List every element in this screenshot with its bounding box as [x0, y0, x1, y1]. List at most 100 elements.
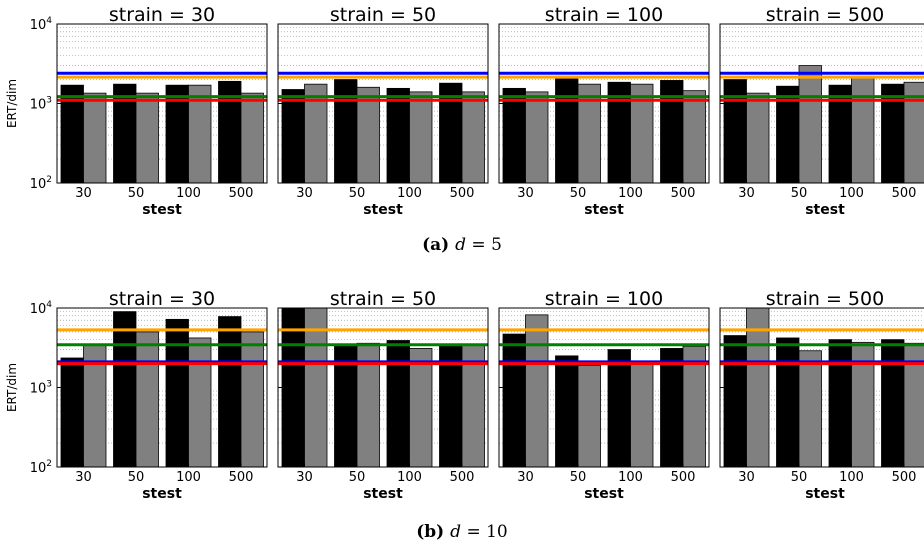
chart-0-panel-2-title: strain = 100	[545, 4, 663, 26]
chart-1-panel-3-xtick-0: 30	[738, 470, 755, 485]
chart-0-panel-0-xtick-3: 500	[229, 186, 254, 201]
chart-1-panel-2-xtick-3: 500	[671, 470, 696, 485]
chart-1-panel-2: strain = 100 30 50 100 500 stest	[499, 288, 709, 502]
chart-0-panel-3-bar-s1-0	[747, 93, 770, 183]
chart-0-panel-0-xtick-1: 50	[128, 186, 145, 201]
chart-0-ytick-1: 103	[30, 96, 52, 113]
chart-0-panel-1-xlabel: stest	[363, 202, 403, 218]
chart-0-panel-3-title: strain = 500	[766, 4, 884, 26]
chart-0-panel-1-bar-s0-0	[282, 90, 305, 183]
chart-0-panel-3-xtick-0: 30	[738, 186, 755, 201]
chart-1-panel-0-bar-s0-1	[114, 312, 137, 467]
chart-1-panel-0-title: strain = 30	[109, 288, 215, 310]
chart-0-panel-0-bar-s1-0	[84, 93, 107, 183]
chart-1-panel-1-xtick-1: 50	[349, 470, 366, 485]
chart-0-ytick-0: 102	[30, 175, 52, 192]
chart-1-panel-3-bar-s0-0	[724, 336, 747, 467]
chart-1-panel-3-xtick-1: 50	[791, 470, 808, 485]
chart-0: strain = 30 30 50 100 500 stest strain = 50 30 5…	[5, 4, 924, 255]
chart-1-panel-3-bar-s0-1	[777, 338, 800, 467]
chart-0-panel-1-bar-s0-3	[440, 83, 463, 183]
chart-1-panel-3-bar-s0-3	[882, 340, 905, 467]
chart-1-panel-3-bar-s1-1	[799, 351, 822, 467]
chart-1-panel-3-bar-s0-2	[829, 340, 852, 467]
chart-0-panel-1-xtick-2: 100	[397, 186, 422, 201]
chart-1-panel-3-xtick-3: 500	[892, 470, 917, 485]
chart-0-panel-2-bar-s0-1	[556, 76, 579, 183]
chart-0-panel-1-bar-s0-2	[387, 88, 410, 183]
chart-1-panel-2-xtick-2: 100	[618, 470, 643, 485]
chart-0-caption: (a) d = 5	[422, 235, 502, 255]
chart-0-panel-0-xlabel: stest	[142, 202, 182, 218]
chart-1-panel-0-xtick-3: 500	[229, 470, 254, 485]
chart-0-panel-1-bar-s0-1	[335, 80, 358, 183]
chart-1-panel-2-xtick-0: 30	[517, 470, 534, 485]
chart-0-panel-0: strain = 30 30 50 100 500 stest	[57, 4, 267, 218]
chart-1-panel-1-title: strain = 50	[330, 288, 436, 310]
chart-0-panel-1-bar-s1-3	[462, 92, 485, 183]
chart-0-panel-2-xlabel: stest	[584, 202, 624, 218]
chart-1-panel-3-title: strain = 500	[766, 288, 884, 310]
chart-1-panel-3-xtick-2: 100	[839, 470, 864, 485]
chart-1-panel-0-xtick-1: 50	[128, 470, 145, 485]
chart-1-panel-2-bar-s1-1	[578, 365, 601, 467]
chart-1-panel-0-xtick-2: 100	[176, 470, 201, 485]
chart-0-panel-2-bar-s1-3	[683, 91, 706, 183]
chart-0-panel-3-bar-s1-2	[852, 76, 875, 183]
chart-0-panel-3-xlabel: stest	[805, 202, 845, 218]
chart-0-panel-2-xtick-2: 100	[618, 186, 643, 201]
chart-0-panel-3-xtick-2: 100	[839, 186, 864, 201]
chart-0-panel-1-xtick-1: 50	[349, 186, 366, 201]
chart-1-panel-3-xlabel: stest	[805, 486, 845, 502]
chart-0-panel-2-xtick-3: 500	[671, 186, 696, 201]
chart-1-panel-0-bar-s1-3	[241, 332, 264, 467]
chart-0-ylabel: ERT/dim	[5, 79, 19, 128]
chart-1-panel-1-xtick-0: 30	[296, 470, 313, 485]
chart-1-panel-0-xlabel: stest	[142, 486, 182, 502]
chart-0-panel-1-bar-s1-2	[410, 92, 433, 183]
chart-0-panel-3-bar-s1-1	[799, 66, 822, 183]
chart-1-panel-2-bar-s0-2	[608, 350, 631, 467]
chart-1-panel-3-bar-s1-0	[747, 308, 770, 467]
chart-0-panel-1-xtick-0: 30	[296, 186, 313, 201]
chart-0-panel-2-xtick-1: 50	[570, 186, 587, 201]
chart-0-panel-2-bar-s0-0	[503, 88, 526, 183]
chart-1-panel-1-bar-s1-0	[305, 308, 328, 467]
chart-0-panel-3-xtick-1: 50	[791, 186, 808, 201]
chart-1-panel-2-title: strain = 100	[545, 288, 663, 310]
chart-1-panel-1-bar-s0-2	[387, 341, 410, 467]
chart-1-panel-0-xtick-0: 30	[75, 470, 92, 485]
chart-1-panel-0-bar-s0-0	[61, 358, 84, 467]
chart-1-panel-1-xtick-2: 100	[397, 470, 422, 485]
chart-1-ytick-0: 102	[30, 459, 52, 476]
chart-0-panel-3: strain = 500 30 50 100 500 stest	[720, 4, 924, 218]
chart-1-ylabel: ERT/dim	[5, 363, 19, 412]
chart-1-panel-1-xtick-3: 500	[450, 470, 475, 485]
chart-0-panel-2-bar-s1-0	[526, 92, 549, 183]
chart-0-ytick-2: 104	[30, 16, 53, 33]
chart-0-panel-2: strain = 100 30 50 100 500 stest	[499, 4, 709, 218]
chart-0-panel-3-bar-s0-0	[724, 80, 747, 183]
chart-1-panel-2-xtick-1: 50	[570, 470, 587, 485]
chart-1-ytick-1: 103	[30, 380, 52, 397]
chart-1-panel-0-bar-s1-1	[136, 332, 159, 467]
chart-1-ytick-2: 104	[30, 300, 53, 317]
chart-1-panel-1-xlabel: stest	[363, 486, 403, 502]
chart-0-panel-0-xtick-0: 30	[75, 186, 92, 201]
chart-0-panel-2-xtick-0: 30	[517, 186, 534, 201]
chart-1-panel-0-bar-s1-2	[189, 338, 212, 467]
chart-1-panel-1-bar-s1-2	[410, 348, 433, 467]
chart-1-caption: (b) d = 10	[416, 522, 507, 542]
chart-1-panel-2-xlabel: stest	[584, 486, 624, 502]
chart-1-panel-2-bar-s0-0	[503, 334, 526, 467]
chart-0-panel-0-xtick-2: 100	[176, 186, 201, 201]
chart-0-panel-0-bar-s1-3	[241, 93, 264, 183]
chart-1-panel-0-bar-s0-2	[166, 319, 189, 467]
chart-0-panel-0-bar-s1-1	[136, 93, 159, 183]
chart-0-panel-1: strain = 50 30 50 100 500 stest	[278, 4, 488, 218]
chart-1: strain = 30 30 50 100 500 stest strain = 50 30 5…	[5, 288, 924, 542]
chart-1-panel-0-bar-s0-3	[219, 317, 242, 467]
chart-0-panel-1-title: strain = 50	[330, 4, 436, 26]
chart-1-panel-1: strain = 50 30 50 100 500 stest	[278, 288, 488, 502]
